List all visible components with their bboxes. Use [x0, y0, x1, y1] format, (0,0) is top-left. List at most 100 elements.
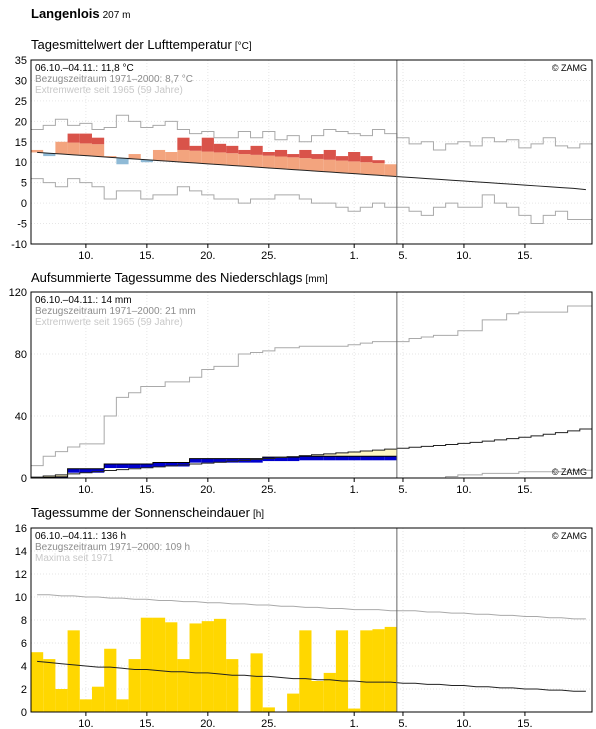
sunshine-x-tick-label: 25.: [261, 718, 276, 729]
precipitation-normal-area: [335, 452, 349, 457]
temperature-y-tick-label: 15: [15, 137, 27, 149]
precipitation-x-tick-label: 20.: [200, 484, 215, 496]
sunshine-info-line: Bezugszeitraum 1971–2000: 109 h: [35, 542, 190, 553]
sunshine-bar: [104, 648, 117, 712]
temperature-normal-line: [37, 151, 586, 191]
precipitation-actual-step: [262, 457, 275, 462]
precipitation-y-tick-label: 40: [15, 411, 27, 423]
precipitation-actual-step: [348, 456, 361, 461]
precipitation-max-line: [31, 305, 592, 467]
precipitation-plot-frame: [30, 291, 593, 479]
sunshine-y-tick-label: 16: [15, 523, 27, 535]
temperature-info-line: Extremwerte seit 1965 (59 Jahre): [35, 85, 183, 96]
sunshine-bar: [116, 699, 129, 712]
sunshine-bar: [360, 630, 373, 712]
station-altitude: 207 m: [102, 10, 131, 21]
sunshine-info-line: 06.10.–04.11.: 136 h: [35, 531, 126, 542]
sunshine-y-tick-label: 2: [21, 684, 27, 696]
temperature-y-tick-label: 25: [15, 96, 27, 108]
precipitation-y-tick-label: 120: [9, 287, 27, 299]
sunshine-bar: [384, 626, 397, 712]
precipitation-info-line: Bezugszeitraum 1971–2000: 21 mm: [35, 306, 196, 317]
temperature-y-tick-label: 10: [15, 157, 27, 169]
precipitation-actual-step: [128, 464, 141, 469]
temperature-anomaly-bar-dark: [274, 149, 288, 157]
precipitation-min-line: [31, 469, 592, 479]
temperature-y-tick-label: 30: [15, 75, 27, 87]
sunshine-chart: 0 2 4 6 8 10 12 14 16 10. 15. 20. 25. 1. 5. 10. 15. 06.10…: [15, 523, 593, 729]
temperature-anomaly-bar-dark: [238, 149, 251, 155]
sunshine-x-tick-label: 15.: [139, 718, 154, 729]
precipitation-normal-area: [323, 453, 336, 457]
precipitation-actual-step: [360, 456, 373, 461]
sunshine-bar: [323, 672, 336, 712]
temperature-anomaly-bar-dark: [287, 154, 300, 158]
precipitation-y-tick-label: 0: [21, 473, 27, 485]
precipitation-actual-step: [335, 456, 349, 461]
precipitation-normal-area: [372, 450, 385, 457]
temperature-anomaly-bar-dark: [360, 156, 373, 163]
precipitation-actual-step: [91, 468, 105, 473]
temperature-anomaly-bar-dark: [189, 145, 202, 151]
sunshine-title-text: Tagessumme der Sonnenscheindauer: [31, 505, 250, 520]
temperature-anomaly-bar-light: [104, 156, 117, 158]
temperature-anomaly-bar-light: [79, 143, 92, 156]
temperature-anomaly-bar-light: [165, 152, 178, 162]
temperature-x-tick-label: 5.: [398, 250, 407, 262]
precipitation-actual-step: [372, 456, 385, 461]
precipitation-normal-area: [43, 475, 56, 478]
temperature-min-line: [31, 178, 592, 225]
sunshine-copyright: © ZAMG: [552, 531, 587, 541]
precipitation-actual-line: [31, 455, 397, 479]
precipitation-x-tick-label: 5.: [398, 484, 407, 496]
temperature-anomaly-bar-dark: [213, 143, 227, 153]
sunshine-x-tick-label: 1.: [350, 718, 359, 729]
sunshine-bar: [226, 659, 239, 712]
temperature-info-line: Bezugszeitraum 1971–2000: 8,7 °C: [35, 74, 193, 85]
sunshine-unit: [h]: [252, 509, 265, 520]
temperature-anomaly-bar-light: [128, 154, 141, 159]
precipitation-actual-step: [299, 456, 312, 461]
temperature-y-tick-label: 0: [21, 198, 27, 210]
sunshine-x-tick-label: 10.: [456, 718, 471, 729]
temperature-anomaly-bar-dark: [323, 149, 336, 160]
sunshine-x-tick-label: 10.: [78, 718, 93, 729]
temperature-y-tick-label: -5: [17, 219, 27, 231]
temperature-anomaly-bar-cold: [43, 153, 56, 157]
precipitation-actual-step: [311, 456, 324, 461]
precipitation-x-tick-label: 1.: [350, 484, 359, 496]
sunshine-bar: [67, 630, 80, 712]
temperature-x-tick-label: 10.: [78, 250, 93, 262]
precipitation-x-tick-label: 10.: [78, 484, 93, 496]
precipitation-actual-step: [213, 458, 227, 463]
sunshine-plot-frame: [30, 527, 593, 713]
precipitation-actual-step: [140, 464, 153, 469]
sunshine-x-tick-label: 20.: [200, 718, 215, 729]
sunshine-bar: [43, 659, 56, 712]
temperature-title: Tagesmittelwert der Lufttemperatur [°C]: [31, 37, 252, 52]
precipitation-x-tick-label: 15.: [139, 484, 154, 496]
sunshine-normal-line: [37, 660, 586, 692]
temperature-anomaly-bar-light: [287, 157, 300, 170]
temperature-anomaly-bar-dark: [372, 160, 385, 164]
sunshine-x-tick-label: 15.: [517, 718, 532, 729]
precipitation-title: Aufsummierte Tagessumme des Niederschlag…: [31, 270, 328, 285]
sunshine-bar: [311, 680, 324, 712]
temperature-anomaly-bar-light: [299, 158, 312, 171]
precipitation-actual-step: [79, 468, 92, 473]
precipitation-actual-step: [274, 457, 288, 462]
station-name: Langenlois: [31, 6, 100, 21]
precipitation-normal-area: [348, 451, 361, 457]
temperature-anomaly-bar-light: [250, 154, 263, 168]
sunshine-bar: [299, 630, 312, 712]
sunshine-bar: [348, 708, 361, 712]
precipitation-copyright: © ZAMG: [552, 467, 587, 477]
temperature-anomaly-bar-light: [311, 158, 324, 172]
sunshine-y-tick-label: 10: [15, 592, 27, 604]
sunshine-bar: [91, 686, 105, 712]
temperature-x-tick-label: 25.: [261, 250, 276, 262]
temperature-x-tick-label: 20.: [200, 250, 215, 262]
temperature-anomaly-bar-light: [360, 162, 373, 175]
temperature-anomaly-bar-light: [201, 151, 214, 164]
sunshine-info-line: Maxima seit 1971: [35, 553, 114, 564]
